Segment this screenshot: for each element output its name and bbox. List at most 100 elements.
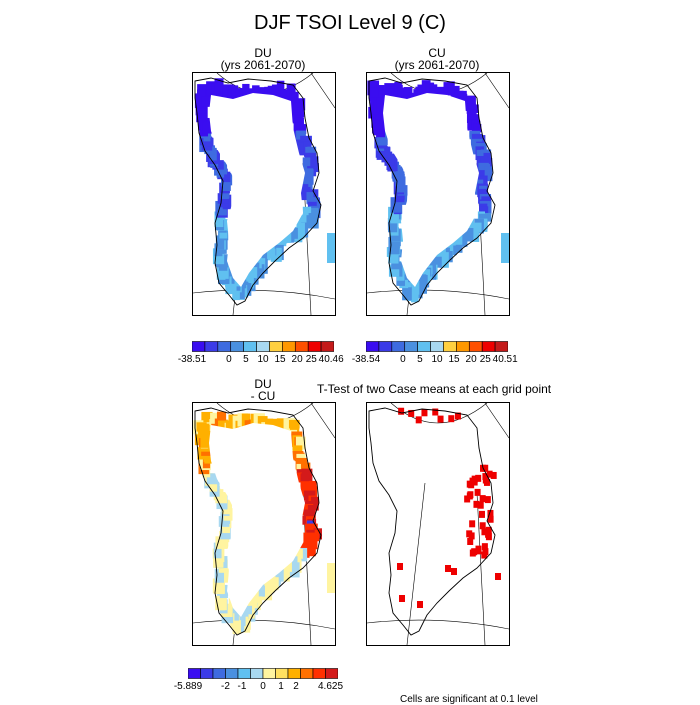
colorbar-tick-label: 20 bbox=[291, 354, 303, 365]
colorbar-box bbox=[325, 668, 338, 679]
colorbar-box bbox=[417, 341, 431, 352]
grid-cell bbox=[197, 89, 206, 104]
diff-title-line1: DU bbox=[254, 377, 272, 391]
grid-cell bbox=[288, 562, 300, 578]
grid-cell bbox=[327, 563, 335, 593]
colorbar-tick-label: 15 bbox=[448, 354, 460, 365]
colorbar-tick-label: 5 bbox=[243, 354, 249, 365]
grid-cell bbox=[245, 267, 258, 279]
grid-cell bbox=[293, 122, 304, 138]
colorbar-tick-label: 0 bbox=[226, 354, 232, 365]
grid-cell bbox=[467, 96, 476, 110]
diff-panel-title: DU - CU bbox=[192, 378, 334, 402]
colorbar-box bbox=[237, 668, 251, 679]
grid-cell bbox=[310, 496, 319, 511]
graticule-line bbox=[367, 403, 509, 645]
grid-cell bbox=[390, 197, 402, 213]
colorbar-box bbox=[468, 341, 483, 352]
grid-cell bbox=[299, 547, 308, 562]
significant-cell bbox=[490, 471, 497, 479]
grid-cell bbox=[216, 265, 226, 280]
significant-cell bbox=[454, 412, 461, 420]
ttest-map-panel bbox=[366, 402, 510, 646]
cu-map bbox=[367, 73, 509, 315]
grid-cell bbox=[214, 243, 223, 257]
grid-cell bbox=[289, 422, 300, 436]
grid-cell bbox=[254, 584, 265, 597]
grid-cell bbox=[295, 436, 306, 450]
grid-cell bbox=[202, 117, 214, 134]
grid-cell bbox=[300, 135, 312, 146]
significant-cell bbox=[469, 520, 476, 528]
colorbar-box bbox=[282, 341, 296, 352]
grid-cell bbox=[466, 218, 475, 234]
grid-cell bbox=[270, 247, 282, 262]
significant-cell bbox=[471, 478, 478, 486]
colorbar-box bbox=[494, 341, 508, 352]
significant-cell bbox=[397, 563, 403, 570]
diff-colorbar: -5.889 -2 -1 0 1 2 4.625 bbox=[174, 668, 343, 698]
significant-cell bbox=[432, 408, 439, 416]
diff-map-panel bbox=[192, 402, 336, 646]
significant-cell bbox=[475, 547, 482, 555]
grid-cell bbox=[212, 578, 225, 593]
diff-title-line2: - CU bbox=[250, 389, 276, 403]
significant-cell bbox=[478, 510, 485, 518]
colorbar-box bbox=[307, 341, 322, 352]
grid-cell bbox=[207, 473, 216, 482]
grid-cell bbox=[199, 424, 210, 435]
colorbar-box bbox=[404, 341, 418, 352]
colorbar-tick-label: 0 bbox=[260, 681, 266, 692]
du-colorbar: -38.51 0 5 10 15 20 25 40.46 bbox=[178, 341, 344, 371]
grid-cell bbox=[451, 244, 463, 253]
significant-cell bbox=[468, 481, 475, 489]
grid-cell bbox=[299, 124, 307, 135]
colorbar-box bbox=[300, 668, 314, 679]
significant-cell bbox=[448, 415, 455, 423]
colorbar-tick-label: -1 bbox=[237, 681, 247, 692]
du-title-line1: DU bbox=[254, 46, 272, 60]
colorbar-tick-label: 40.51 bbox=[492, 354, 518, 365]
grid-cell bbox=[250, 262, 260, 272]
grid-cell bbox=[205, 137, 214, 147]
colorbar-tick-label: 20 bbox=[465, 354, 477, 365]
coastline bbox=[368, 77, 496, 306]
grid-cell bbox=[501, 233, 509, 263]
cu-colorbar: -38.54 0 5 10 15 20 25 40.51 bbox=[352, 341, 518, 371]
colorbar-box bbox=[204, 341, 219, 352]
significant-cell bbox=[408, 409, 415, 417]
colorbar-box bbox=[481, 341, 496, 352]
grid-cell bbox=[448, 85, 460, 96]
significant-cell bbox=[451, 568, 457, 575]
colorbar-tick-label: -2 bbox=[221, 681, 230, 692]
coastline bbox=[194, 407, 322, 636]
du-map bbox=[193, 73, 335, 315]
colorbar-boxes bbox=[192, 341, 334, 352]
colorbar-box bbox=[230, 341, 244, 352]
coastline bbox=[368, 407, 496, 636]
cu-title-line1: CU bbox=[428, 46, 446, 60]
colorbar-tick-label: -38.54 bbox=[351, 354, 381, 365]
cu-panel-title: CU (yrs 2061-2070) bbox=[366, 47, 508, 71]
significant-cell bbox=[482, 548, 489, 556]
colorbar-tick-label: 2 bbox=[293, 681, 299, 692]
figure-title: DJF TSOI Level 9 (C) bbox=[254, 12, 446, 34]
colorbar-box bbox=[200, 668, 214, 679]
grid-cell bbox=[394, 81, 402, 92]
grid-cell bbox=[300, 462, 311, 472]
grid-cell bbox=[467, 104, 479, 114]
colorbar-box bbox=[294, 341, 309, 352]
grid-cell bbox=[305, 541, 316, 557]
colorbar-box bbox=[192, 341, 206, 352]
grid-cell bbox=[468, 114, 479, 123]
significant-cell bbox=[399, 595, 405, 602]
colorbar-tick-label: 25 bbox=[305, 354, 317, 365]
colorbar-box bbox=[320, 341, 334, 352]
colorbar-box bbox=[312, 668, 326, 679]
grid-cell bbox=[214, 569, 225, 583]
grid-cell bbox=[286, 83, 296, 97]
diff-map bbox=[193, 403, 335, 645]
significant-cell bbox=[485, 530, 492, 538]
grid-cell bbox=[215, 200, 227, 216]
cu-map-panel bbox=[366, 72, 510, 316]
